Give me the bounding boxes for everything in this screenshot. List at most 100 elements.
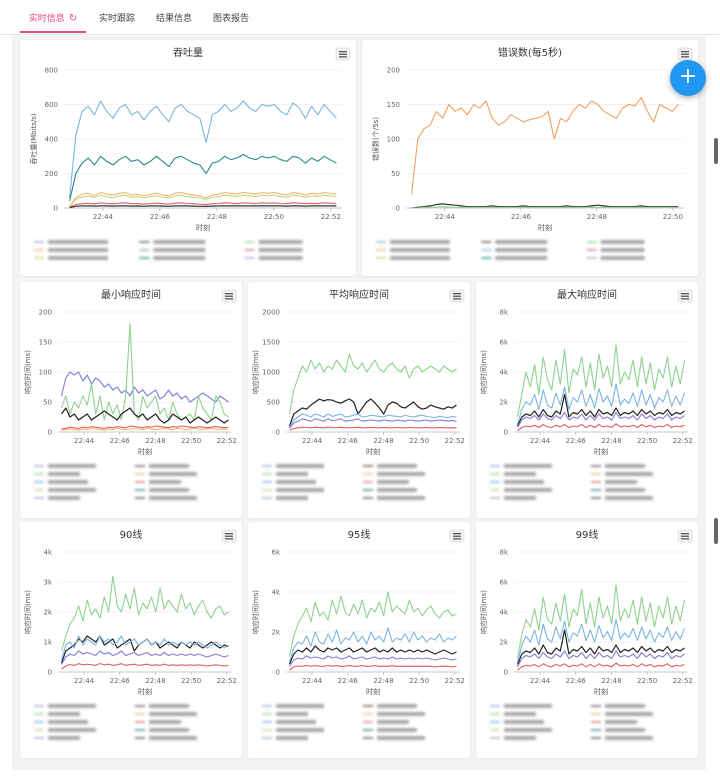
y-tick-label: 2k xyxy=(271,629,280,637)
chart-svg-avg_rt: 平均响应时间 0 500 1000 1500 2000 22:44 22:46 22:48 22:… xyxy=(251,288,465,500)
scrollbar-thumb-upper[interactable] xyxy=(714,138,718,164)
x-tick-label: 22:46 xyxy=(566,437,587,445)
legend-text-blob xyxy=(605,464,645,468)
chart-svg-errors: 错误数(每5秒) 0 50 100 150 200 22:44 22:46 22:48 22:50… xyxy=(371,46,693,260)
series-line-4 xyxy=(69,202,337,208)
y-tick-label: 4k xyxy=(43,549,52,557)
y-axis-label: 响应时间(ms) xyxy=(23,350,32,394)
legend-text-blob xyxy=(258,256,303,260)
legend-text-blob xyxy=(153,240,206,244)
chart-card-throughput: 吞吐量 0 200 400 600 800 22:44 22:46 22:48 22:50 22:5… xyxy=(20,40,356,276)
legend-text-blob xyxy=(276,736,308,740)
legend-text-blob xyxy=(605,728,645,732)
legend-text-blob xyxy=(48,464,96,468)
legend-text-blob xyxy=(153,256,206,260)
chart-title: 最小响应时间 xyxy=(101,288,161,301)
legend-text-blob xyxy=(48,496,80,500)
legend-text-blob xyxy=(276,480,316,484)
x-tick-label: 22:44 xyxy=(530,677,551,685)
x-tick-label: 22:48 xyxy=(207,213,227,221)
x-tick-label: 22:50 xyxy=(409,677,429,685)
series-line-0 xyxy=(69,100,337,198)
menu-icon-bar xyxy=(681,56,689,58)
y-axis-label: 响应时间(ms) xyxy=(479,350,488,394)
menu-icon-bar xyxy=(225,535,233,537)
y-tick-label: 2000 xyxy=(262,309,280,317)
series-line-4 xyxy=(61,663,229,670)
x-tick-label: 22:52 xyxy=(673,677,693,685)
y-tick-label: 6k xyxy=(271,549,280,557)
series-line-4 xyxy=(517,423,685,431)
chart-menu-icon[interactable] xyxy=(677,529,693,543)
refresh-icon[interactable]: ↻ xyxy=(68,13,78,24)
series-line-1 xyxy=(411,203,679,209)
y-tick-label: 400 xyxy=(45,136,58,144)
x-tick-label: 22:50 xyxy=(181,437,201,445)
series-line-4 xyxy=(61,427,229,431)
legend-blurred xyxy=(34,704,197,740)
legend-text-blob xyxy=(377,704,417,708)
legend-text-blob xyxy=(276,720,316,724)
legend-text-blob xyxy=(149,736,197,740)
series-line-3 xyxy=(289,655,457,667)
menu-icon-bar xyxy=(681,535,689,537)
chart-title: 最大响应时间 xyxy=(557,288,617,301)
x-tick-label: 22:46 xyxy=(511,213,532,221)
chart-menu-icon[interactable] xyxy=(677,289,693,303)
x-tick-label: 22:48 xyxy=(601,437,621,445)
tab-realtime-trace[interactable]: 实时跟踪 xyxy=(99,14,136,24)
add-fab-button[interactable]: + xyxy=(670,60,706,96)
x-tick-label: 22:46 xyxy=(110,437,131,445)
legend-text-blob xyxy=(276,488,324,492)
legend-text-blob xyxy=(495,256,548,260)
legend-text-blob xyxy=(495,240,548,244)
y-tick-label: 0 xyxy=(504,669,508,677)
tab-realtime-info[interactable]: 实时信息 ↻ xyxy=(20,0,86,33)
legend-text-blob xyxy=(600,256,645,260)
chart-card-max-response: 最大响应时间 0 2k 4k 6k 8k 22:44 22:46 22:48 22:50 22:52… xyxy=(476,282,698,518)
menu-icon-bar xyxy=(225,293,233,295)
legend-text-blob xyxy=(276,728,324,732)
legend-text-blob xyxy=(48,736,80,740)
menu-icon-bar xyxy=(339,56,347,58)
chart-menu-icon[interactable] xyxy=(677,47,693,61)
series-line-0 xyxy=(516,344,686,418)
series-line-0 xyxy=(288,591,457,657)
chart-title: 90线 xyxy=(120,528,143,541)
x-axis-label: 时刻 xyxy=(138,687,152,696)
legend-text-blob xyxy=(149,704,189,708)
chart-svg-p90: 90线 0 1k 2k 3k 4k 22:44 22:46 22:48 22:50 22:52 时刻 响… xyxy=(23,528,237,740)
y-axis-label: 响应时间(ms) xyxy=(251,350,260,394)
x-tick-label: 22:48 xyxy=(145,437,165,445)
legend-text-blob xyxy=(377,720,409,724)
tab-chart-report[interactable]: 图表报告 xyxy=(213,14,250,24)
tab-result-info[interactable]: 结果信息 xyxy=(156,14,193,24)
series-line-2 xyxy=(289,413,457,428)
y-tick-label: 2k xyxy=(499,639,508,647)
series-line-1 xyxy=(516,618,686,664)
chart-menu-icon[interactable] xyxy=(335,47,351,61)
legend-text-blob xyxy=(504,472,536,476)
x-axis-label: 时刻 xyxy=(594,687,608,696)
y-tick-label: 500 xyxy=(267,399,280,407)
scrollbar-thumb-lower[interactable] xyxy=(714,518,718,544)
menu-icon-bar xyxy=(453,295,461,297)
legend-text-blob xyxy=(48,472,80,476)
series-line-0 xyxy=(411,97,679,195)
chart-menu-icon[interactable] xyxy=(221,289,237,303)
chart-menu-icon[interactable] xyxy=(449,529,465,543)
y-axis-label: 响应时间(ms) xyxy=(23,590,32,634)
chart-menu-icon[interactable] xyxy=(221,529,237,543)
x-tick-label: 22:50 xyxy=(637,437,657,445)
legend-text-blob xyxy=(605,488,645,492)
legend-text-blob xyxy=(48,712,80,716)
series-line-4 xyxy=(289,664,457,671)
y-tick-label: 200 xyxy=(39,309,52,317)
legend-text-blob xyxy=(390,240,450,244)
legend-text-blob xyxy=(377,488,417,492)
legend-text-blob xyxy=(605,480,637,484)
menu-icon-bar xyxy=(339,51,347,53)
chart-menu-icon[interactable] xyxy=(449,289,465,303)
chart-card-min-response: 最小响应时间 0 50 100 150 200 22:44 22:46 22:48 22:50 22… xyxy=(20,282,242,518)
series-line-5 xyxy=(69,205,337,209)
